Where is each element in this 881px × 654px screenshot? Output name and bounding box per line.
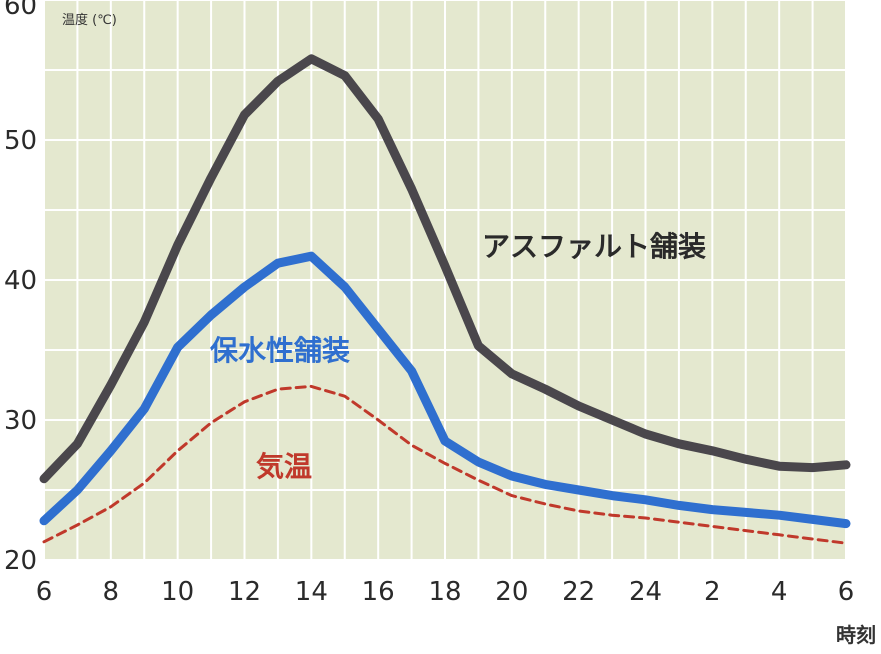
x-tick-label: 20: [495, 577, 528, 607]
x-axis-title: 時刻: [836, 623, 876, 647]
x-tick-label: 16: [362, 577, 395, 607]
y-tick-label: 20: [4, 546, 37, 576]
series-label-air-temperature: 気温: [256, 450, 312, 483]
x-tick-label: 2: [704, 577, 721, 607]
series-line-1: [39, 251, 851, 529]
series-label-asphalt: アスファルト舗装: [482, 230, 706, 263]
y-tick-label: 40: [4, 266, 37, 296]
y-axis-title: 温度 (℃): [62, 12, 117, 28]
y-axis-ticks: 20 30 40 50 60: [4, 0, 37, 576]
x-tick-label: 10: [161, 577, 194, 607]
x-tick-label: 22: [562, 577, 595, 607]
x-tick-label: 12: [228, 577, 261, 607]
x-tick-label: 4: [771, 577, 788, 607]
x-tick-label: 18: [428, 577, 461, 607]
x-tick-label: 8: [103, 577, 120, 607]
series-line-0: [39, 54, 851, 484]
x-tick-label: 24: [629, 577, 662, 607]
series-line-2: [42, 384, 848, 545]
x-tick-label: 14: [295, 577, 328, 607]
y-tick-label: 50: [4, 126, 37, 156]
series-label-water-retentive: 保水性舗装: [210, 334, 350, 367]
x-axis-ticks: 6 8 10 12 14 16 18 20 22 24 2 4 6: [36, 577, 855, 607]
y-tick-label: 60: [4, 0, 37, 21]
x-tick-label: 6: [36, 577, 53, 607]
y-tick-label: 30: [4, 406, 37, 436]
x-tick-label: 6: [838, 577, 855, 607]
series-lines: [39, 54, 851, 545]
grid-lines: [43, 0, 847, 561]
